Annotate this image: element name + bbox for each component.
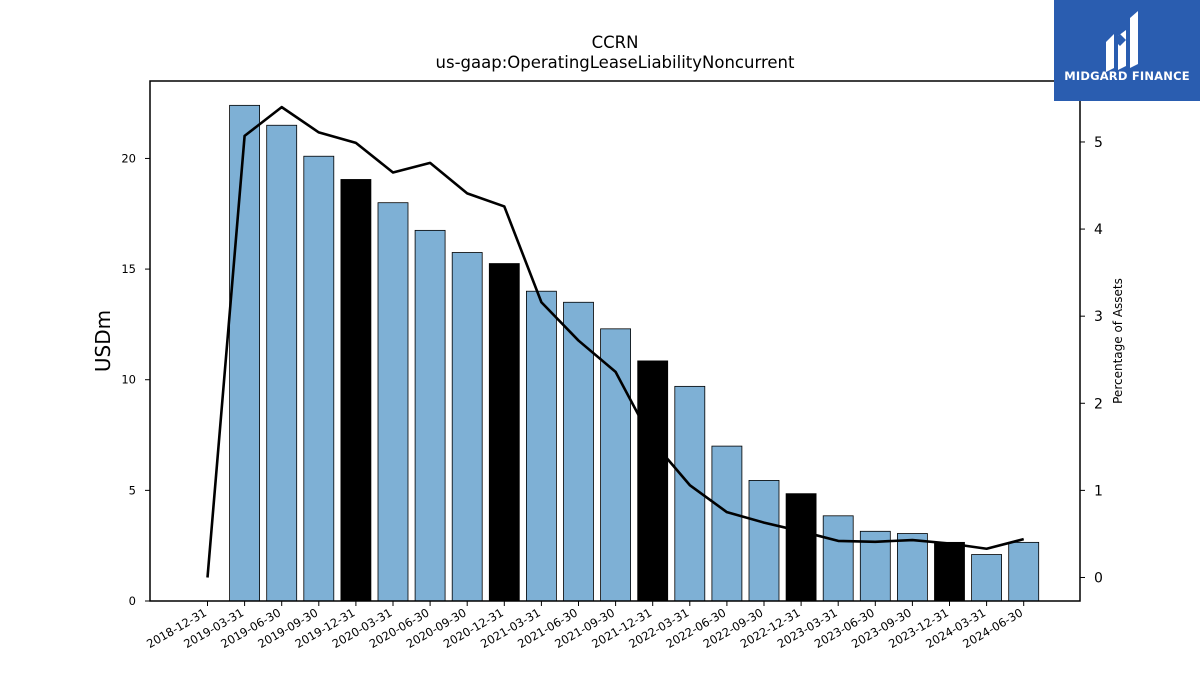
y2-axis-label: Percentage of Assets <box>1111 278 1125 404</box>
chart-subtitle: us-gaap:OperatingLeaseLiabilityNoncurren… <box>436 53 795 72</box>
bars <box>229 104 1040 602</box>
bar-2021-12-31 <box>637 360 669 602</box>
bar-2023-12-31 <box>934 541 965 602</box>
bar-2021-03-31 <box>526 290 557 602</box>
y2-tick-label: 3 <box>1094 309 1103 325</box>
y-axis-left: 0 5 10 15 20 <box>121 151 150 608</box>
bar-2024-06-30 <box>1008 541 1040 602</box>
plot-frame <box>149 80 1081 602</box>
bar-2020-03-31 <box>377 202 409 602</box>
y-axis-right: 0 1 2 3 4 5 <box>1080 135 1103 586</box>
line-series <box>206 105 1025 578</box>
y-tick-label: 15 <box>121 262 136 276</box>
bar-2022-06-30 <box>711 445 743 602</box>
bar-2021-09-30 <box>600 328 631 602</box>
bar-2024-03-31 <box>971 554 1002 602</box>
midgard-finance-logo: MIDGARD FINANCE <box>1054 0 1200 101</box>
bar-2019-09-30 <box>303 155 335 602</box>
y-tick-label: 10 <box>121 373 136 387</box>
y2-tick-label: 1 <box>1094 483 1103 499</box>
bar-2019-12-31 <box>340 179 372 602</box>
x-axis: 2018-12-312019-03-312019-06-302019-09-30… <box>144 601 1025 651</box>
y2-tick-label: 2 <box>1094 396 1103 412</box>
y2-tick-label: 4 <box>1094 222 1103 238</box>
bar-2023-09-30 <box>897 533 928 602</box>
bar-2019-03-31 <box>229 104 261 602</box>
y2-tick-label: 5 <box>1094 135 1103 151</box>
y-tick-label: 0 <box>129 594 136 608</box>
bar-2023-03-31 <box>822 515 854 602</box>
bar-2020-09-30 <box>451 252 483 602</box>
logo-text: MIDGARD FINANCE <box>1064 69 1190 83</box>
bar-2022-09-30 <box>748 480 780 602</box>
bar-2019-06-30 <box>266 124 298 602</box>
bar-2022-12-31 <box>785 493 817 602</box>
y-axis-label: USDm <box>91 310 115 372</box>
bar-2020-06-30 <box>414 229 446 602</box>
bar-2020-12-31 <box>488 263 520 602</box>
bar-2021-06-30 <box>563 301 594 602</box>
y-tick-label: 20 <box>121 151 136 165</box>
logo-mark-icon <box>1106 11 1138 72</box>
y2-tick-label: 0 <box>1094 570 1103 586</box>
chart-title: CCRN <box>592 33 639 52</box>
y-tick-label: 5 <box>129 483 136 497</box>
